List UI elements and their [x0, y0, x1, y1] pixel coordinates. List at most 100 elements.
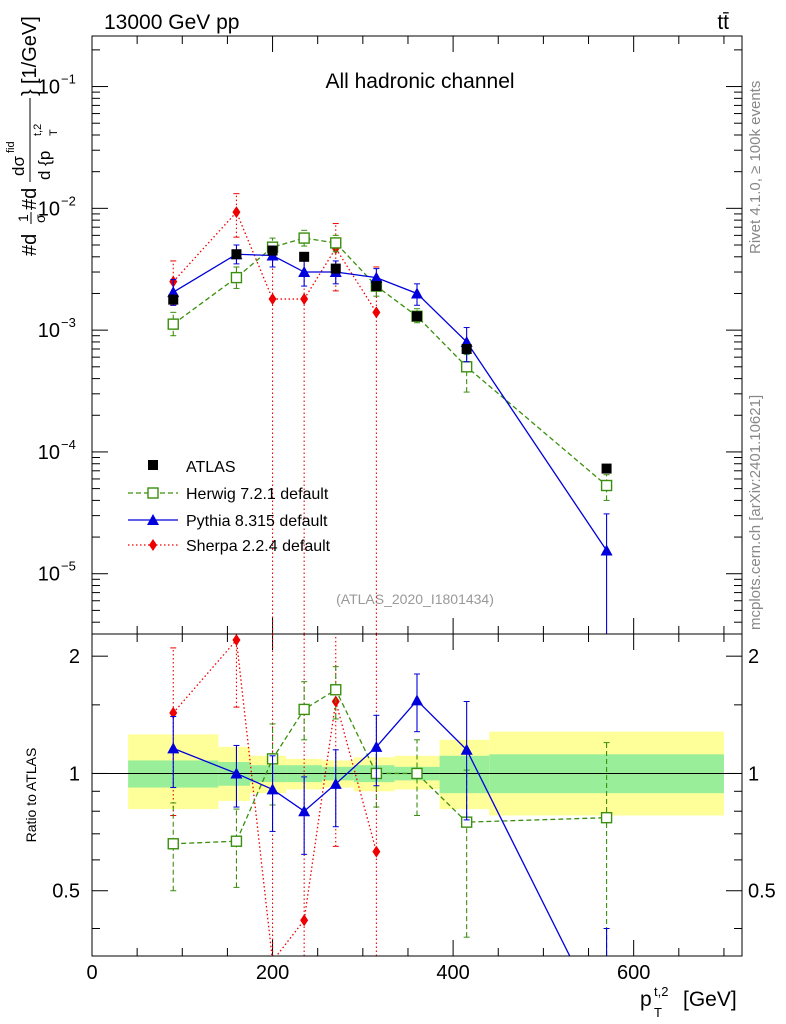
- ylabel-frac2-den-sub: T: [48, 129, 60, 136]
- ratio-y-axis-label: Ratio to ATLAS: [23, 748, 39, 843]
- pythia-point: [370, 271, 383, 283]
- x-tick-label: 400: [436, 962, 469, 984]
- ratio-pythia-point: [230, 767, 243, 779]
- ylabel-close: }: [19, 89, 41, 96]
- main-y-tick-exponent: −4: [61, 437, 76, 452]
- ratio-pythia-point: [370, 740, 383, 752]
- atlas-point: [330, 263, 341, 274]
- ratio-sherpa-point: [169, 706, 178, 719]
- ratio-y-tick-label: 1: [69, 763, 80, 785]
- ratio-pythia-point: [460, 743, 473, 755]
- xlabel-sup: t,2: [654, 984, 668, 999]
- series-atlas: [168, 245, 612, 474]
- herwig-point: [230, 271, 243, 284]
- xlabel-unit: [GeV]: [683, 988, 737, 1011]
- sherpa-point: [268, 293, 277, 306]
- xlabel-base: p: [640, 988, 652, 1011]
- main-y-tick-label: 10: [38, 77, 60, 99]
- main-series: [167, 193, 613, 634]
- series-pythia: [167, 244, 613, 634]
- pythia-point: [411, 287, 423, 299]
- ratio-y-tick-label-right: 0.5: [748, 881, 776, 903]
- x-tick-label: 0: [86, 962, 97, 984]
- sherpa-line: [172, 210, 377, 313]
- herwig-point: [460, 361, 473, 373]
- ylabel-unit: [1/GeV]: [19, 16, 41, 84]
- collision-label: 13000 GeV pp: [104, 11, 239, 34]
- herwig-point: [298, 232, 310, 244]
- legend: ATLAS Herwig 7.2.1 default Pythia 8.315 …: [128, 459, 331, 555]
- ylabel-frac2-num: dσ: [9, 156, 28, 176]
- ylabel-frac2-num-sup: fid: [5, 141, 17, 153]
- ratio-y-tick-label: 0.5: [52, 881, 80, 903]
- sherpa-point: [372, 306, 381, 319]
- ratio-sherpa-line: [172, 638, 378, 956]
- legend-label-sherpa: Sherpa 2.2.4 default: [186, 538, 331, 555]
- pythia-line: [172, 253, 608, 551]
- sherpa-point: [300, 293, 309, 306]
- stat-uncertainty-band: [439, 755, 490, 794]
- atlas-point: [299, 251, 310, 262]
- main-y-tick-label: 10: [38, 198, 60, 220]
- pythia-point: [167, 286, 180, 298]
- main-title: All hadronic channel: [325, 70, 514, 93]
- rivet-version-label: Rivet 4.1.0, ≥ 100k events: [747, 81, 764, 254]
- main-y-tick-exponent: −3: [61, 315, 76, 330]
- atlas-point: [267, 245, 278, 256]
- main-y-tick-exponent: −1: [61, 72, 76, 87]
- ratio-pythia-point: [298, 805, 311, 817]
- legend-marker-pythia: [147, 514, 159, 525]
- ratio-pythia-point: [411, 694, 423, 706]
- ratio-series: [167, 634, 613, 956]
- process-label: tt̄: [717, 11, 729, 34]
- ylabel-mid: #d: [19, 188, 41, 210]
- ratio-pythia-point: [167, 742, 180, 754]
- atlas-point: [412, 311, 422, 322]
- xlabel-sub: T: [654, 1005, 662, 1020]
- ylabel-frac1-den: σ: [32, 214, 48, 223]
- mcplots-site-label: mcplots.cern.ch [arXiv:2401.10621]: [747, 395, 764, 630]
- ratio-panel: 0.5 0.5 1 1 2 2 0 200 400 600 Ratio to ATLAS p t,…: [23, 633, 776, 1020]
- ratio-y-tick-label: 2: [69, 646, 80, 668]
- atlas-point: [168, 294, 179, 305]
- x-axis-label: p t,2 T [GeV]: [640, 984, 737, 1020]
- sherpa-point: [232, 206, 241, 219]
- ratio-sherpa-point: [232, 634, 241, 647]
- legend-label-herwig: Herwig 7.2.1 default: [186, 486, 329, 503]
- ratio-herwig-point: [230, 835, 243, 847]
- atlas-point: [461, 344, 472, 355]
- main-y-tick-exponent: −2: [61, 193, 76, 208]
- legend-label-atlas: ATLAS: [186, 459, 236, 476]
- main-panel: All hadronic channel (ATLAS_2020_I180143…: [5, 16, 743, 635]
- main-y-tick-label: 10: [38, 320, 60, 342]
- ylabel-prefix: #d: [19, 234, 41, 256]
- ylabel-frac2-den: d {p: [35, 151, 54, 180]
- pythia-point: [600, 544, 613, 556]
- main-y-axis-label: #d 1 σ #d dσ fid d {p t,2 T } [1/GeV]: [5, 16, 60, 256]
- herwig-point: [167, 318, 179, 330]
- ratio-herwig-point: [600, 811, 613, 824]
- ylabel-frac2-den-sup: t,2: [32, 124, 44, 136]
- watermark: (ATLAS_2020_I1801434): [336, 591, 494, 607]
- legend-marker-sherpa: [149, 539, 157, 551]
- atlas-point: [601, 463, 612, 474]
- legend-marker-herwig: [147, 487, 159, 499]
- main-y-tick-label: 10: [38, 442, 60, 464]
- ratio-herwig-point: [298, 703, 310, 716]
- herwig-point: [600, 479, 613, 492]
- ratio-y-tick-label-right: 2: [748, 646, 759, 668]
- ratio-herwig-point: [167, 838, 179, 850]
- ratio-y-tick-label-right: 1: [748, 763, 759, 785]
- ratio-herwig-point: [411, 767, 423, 780]
- ratio-pythia-point: [329, 777, 342, 789]
- legend-label-pythia: Pythia 8.315 default: [186, 513, 328, 530]
- main-ticks: 10−110−210−310−410−5: [38, 36, 742, 634]
- ratio-plot-frame: [91, 633, 743, 957]
- ratio-ticks: 0.5 0.5 1 1 2 2 0 200 400 600: [52, 634, 776, 984]
- ratio-series-pythia: [167, 673, 610, 956]
- ratio-herwig-point: [330, 684, 342, 696]
- x-tick-label: 600: [617, 962, 650, 984]
- pythia-point: [298, 266, 311, 278]
- herwig-point: [330, 237, 342, 249]
